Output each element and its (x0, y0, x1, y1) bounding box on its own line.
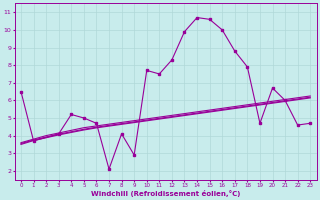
X-axis label: Windchill (Refroidissement éolien,°C): Windchill (Refroidissement éolien,°C) (91, 190, 240, 197)
